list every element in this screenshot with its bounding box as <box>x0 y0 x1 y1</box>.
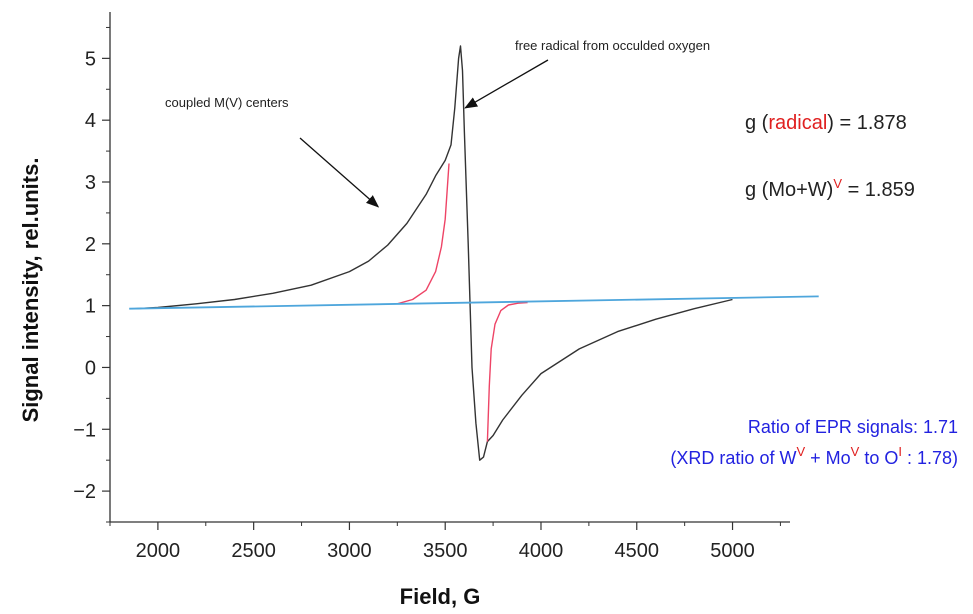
y-tick-label: 2 <box>85 234 96 256</box>
epr-spectrum-line <box>134 45 733 461</box>
x-tick-label: 2000 <box>136 540 181 562</box>
annotation-coupled-centers: coupled M(V) centers <box>165 95 289 110</box>
x-tick-label: 4500 <box>615 540 660 562</box>
xrd-part3: to O <box>859 448 898 468</box>
x-tick-label: 4000 <box>519 540 564 562</box>
xrd-sup3: I <box>898 444 902 459</box>
radical-fit-right-line <box>486 301 528 442</box>
g-mow-suffix: = 1.859 <box>842 179 915 201</box>
g-radical-word: radical <box>768 112 827 134</box>
xrd-part4: : 1.78) <box>902 448 958 468</box>
xrd-part2: + Mo <box>805 448 851 468</box>
x-tick-label: 3000 <box>327 540 372 562</box>
y-tick-label: 0 <box>85 357 96 379</box>
x-tick-label: 5000 <box>710 540 755 562</box>
g-mow-prefix: g (Mo+W) <box>745 179 833 201</box>
xrd-sup2: V <box>851 444 860 459</box>
g-mow-text: g (Mo+W)V = 1.859 <box>745 176 915 201</box>
annotation-layer <box>299 59 549 208</box>
xrd-ratio-text: (XRD ratio of WV + MoV to OI : 1.78) <box>670 444 958 468</box>
axes: 2000 2500 3000 3500 4000 4500 5000 −2 −1 0 1 2 3 4 5 <box>73 12 790 562</box>
y-tick-label: 1 <box>85 296 96 318</box>
annotation-coupled-arrow <box>299 137 380 208</box>
y-tick-label: 5 <box>85 48 96 70</box>
x-tick-label: 2500 <box>231 540 276 562</box>
x-axis-title: Field, G <box>400 584 481 609</box>
annotation-radical-arrow <box>464 59 549 109</box>
g-radical-prefix: g ( <box>745 112 769 134</box>
y-tick-label: 3 <box>85 172 96 194</box>
y-tick-label: −2 <box>73 481 96 503</box>
baseline-line <box>129 295 819 310</box>
annotation-free-radical: free radical from occulded oxygen <box>515 38 710 53</box>
radical-fit-left-line <box>397 163 450 305</box>
xrd-sup1: V <box>796 444 805 459</box>
x-tick-label: 3500 <box>423 540 468 562</box>
g-radical-suffix: ) = 1.878 <box>827 112 907 134</box>
xrd-part1: (XRD ratio of W <box>670 448 796 468</box>
y-tick-label: −1 <box>73 419 96 441</box>
series-layer <box>129 45 819 461</box>
g-mow-sup: V <box>833 176 842 191</box>
g-radical-text: g (radical) = 1.878 <box>745 112 907 134</box>
y-axis-title: Signal intensity, rel.units. <box>18 158 43 423</box>
ratio-epr-text: Ratio of EPR signals: 1.71 <box>748 417 958 437</box>
y-tick-label: 4 <box>85 110 96 132</box>
